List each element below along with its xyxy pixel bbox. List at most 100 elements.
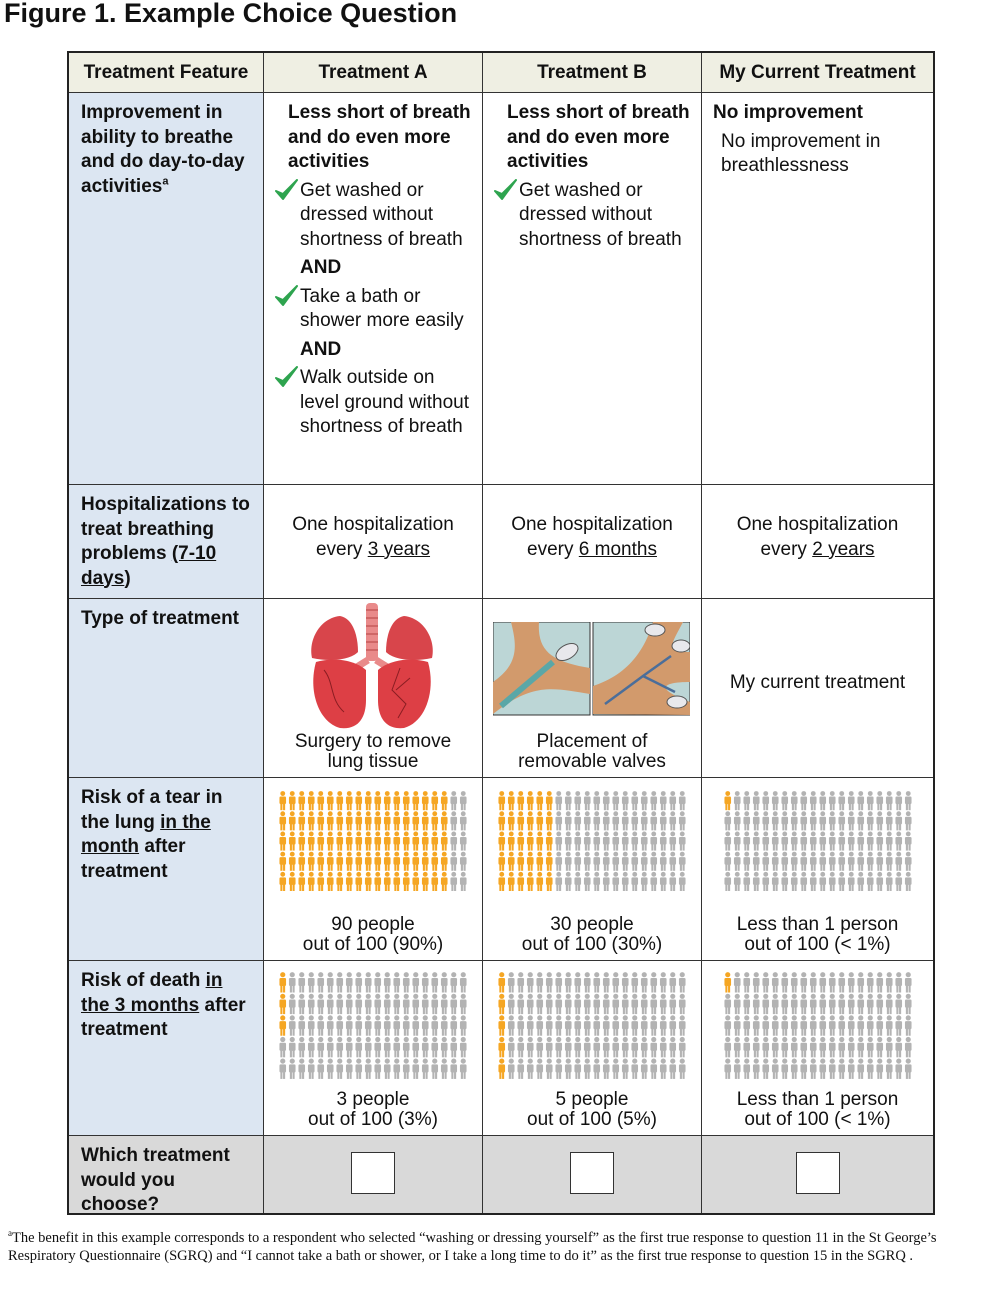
- person-icon-highlighted: [526, 851, 534, 871]
- icon-leg: [616, 985, 619, 993]
- person-icon: [780, 811, 788, 831]
- person-icon: [780, 1058, 788, 1079]
- icon-leg: [606, 844, 609, 851]
- icon-leg: [905, 1071, 908, 1079]
- person-icon: [809, 972, 817, 993]
- icon-body: [669, 1042, 677, 1051]
- caption-line: out of 100 (30%): [521, 934, 663, 955]
- checkbox[interactable]: [795, 1152, 840, 1194]
- icon-leg: [794, 823, 797, 831]
- icon-leg: [444, 844, 447, 851]
- icon-leg: [454, 844, 457, 851]
- person-icon-highlighted: [345, 791, 353, 811]
- person-icon: [602, 871, 610, 891]
- icon-leg: [299, 864, 302, 871]
- icon-body: [498, 836, 506, 845]
- icon-leg: [660, 1007, 663, 1015]
- icon-head: [384, 972, 390, 978]
- icon-leg: [679, 884, 682, 891]
- icon-leg: [327, 1050, 330, 1058]
- icon-head: [800, 1058, 806, 1064]
- icon-body: [345, 796, 353, 805]
- icon-leg: [346, 1028, 349, 1036]
- icon-leg: [832, 864, 835, 871]
- icon-leg: [337, 884, 340, 891]
- icon-leg: [775, 864, 778, 871]
- icon-leg: [737, 864, 740, 871]
- icon-leg: [549, 1007, 552, 1015]
- icon-head: [546, 791, 552, 796]
- person-icon: [678, 1036, 686, 1058]
- icon-leg: [632, 1050, 635, 1058]
- person-icon: [612, 993, 620, 1015]
- checkbox[interactable]: [570, 1152, 614, 1194]
- icon-head: [556, 851, 562, 857]
- text-part: 3 years: [367, 538, 431, 560]
- icon-body: [574, 816, 582, 825]
- icon-leg: [283, 985, 286, 993]
- person-icon: [799, 1058, 807, 1079]
- icon-body: [678, 796, 686, 805]
- icon-leg: [394, 803, 397, 811]
- icon-head: [867, 1058, 873, 1064]
- icon-body: [402, 877, 410, 885]
- icon-leg: [403, 985, 406, 993]
- icon-body: [828, 999, 836, 1008]
- icon-leg: [384, 803, 387, 811]
- icon-leg: [898, 1007, 901, 1015]
- person-icon: [564, 1036, 572, 1058]
- icon-leg: [772, 803, 775, 811]
- icon-body: [383, 796, 391, 805]
- person-icon: [583, 972, 591, 993]
- person-icon-highlighted: [412, 811, 420, 831]
- icon-head: [772, 851, 778, 857]
- icon-head: [679, 1058, 685, 1064]
- icon-leg: [397, 884, 400, 891]
- icon-body: [412, 1021, 420, 1030]
- icon-body: [752, 796, 760, 805]
- icon-body: [383, 877, 391, 885]
- icon-head: [527, 871, 533, 877]
- icon-leg: [575, 823, 578, 831]
- icon-leg: [451, 1071, 454, 1079]
- icon-head: [289, 851, 295, 857]
- icon-leg: [860, 1050, 863, 1058]
- benefit-item: AND: [300, 338, 474, 363]
- icon-leg: [518, 844, 521, 851]
- benefit-text: Get washed or dressed without shortness …: [519, 179, 682, 250]
- icon-leg: [613, 844, 616, 851]
- icon-body: [621, 816, 629, 825]
- icon-body: [809, 1042, 817, 1051]
- icon-leg: [753, 884, 756, 891]
- icon-body: [345, 857, 353, 865]
- icon-leg: [349, 985, 352, 993]
- person-icon: [669, 1036, 677, 1058]
- icon-body: [640, 836, 648, 845]
- icon-head: [632, 851, 638, 857]
- icon-head: [641, 1036, 647, 1043]
- icon-head: [365, 851, 371, 857]
- icon-leg: [340, 844, 343, 851]
- icon-leg: [660, 1028, 663, 1036]
- icon-body: [383, 1064, 391, 1073]
- checkbox[interactable]: [351, 1152, 395, 1194]
- icon-body: [288, 1042, 296, 1051]
- icon-leg: [632, 823, 635, 831]
- text-line: every 2 years: [702, 538, 933, 563]
- icon-body: [459, 999, 467, 1008]
- icon-head: [867, 972, 873, 978]
- icon-head: [403, 1015, 409, 1021]
- icon-head: [546, 972, 552, 978]
- person-icon: [875, 811, 883, 831]
- icon-body: [383, 1021, 391, 1030]
- person-icon-highlighted: [393, 871, 401, 891]
- icon-leg: [435, 864, 438, 871]
- icon-head: [365, 972, 371, 978]
- icon-leg: [613, 1007, 616, 1015]
- icon-leg: [499, 823, 502, 831]
- icon-leg: [753, 1028, 756, 1036]
- person-icon-highlighted: [336, 831, 344, 851]
- icon-body: [288, 1064, 296, 1073]
- icon-head: [800, 871, 806, 877]
